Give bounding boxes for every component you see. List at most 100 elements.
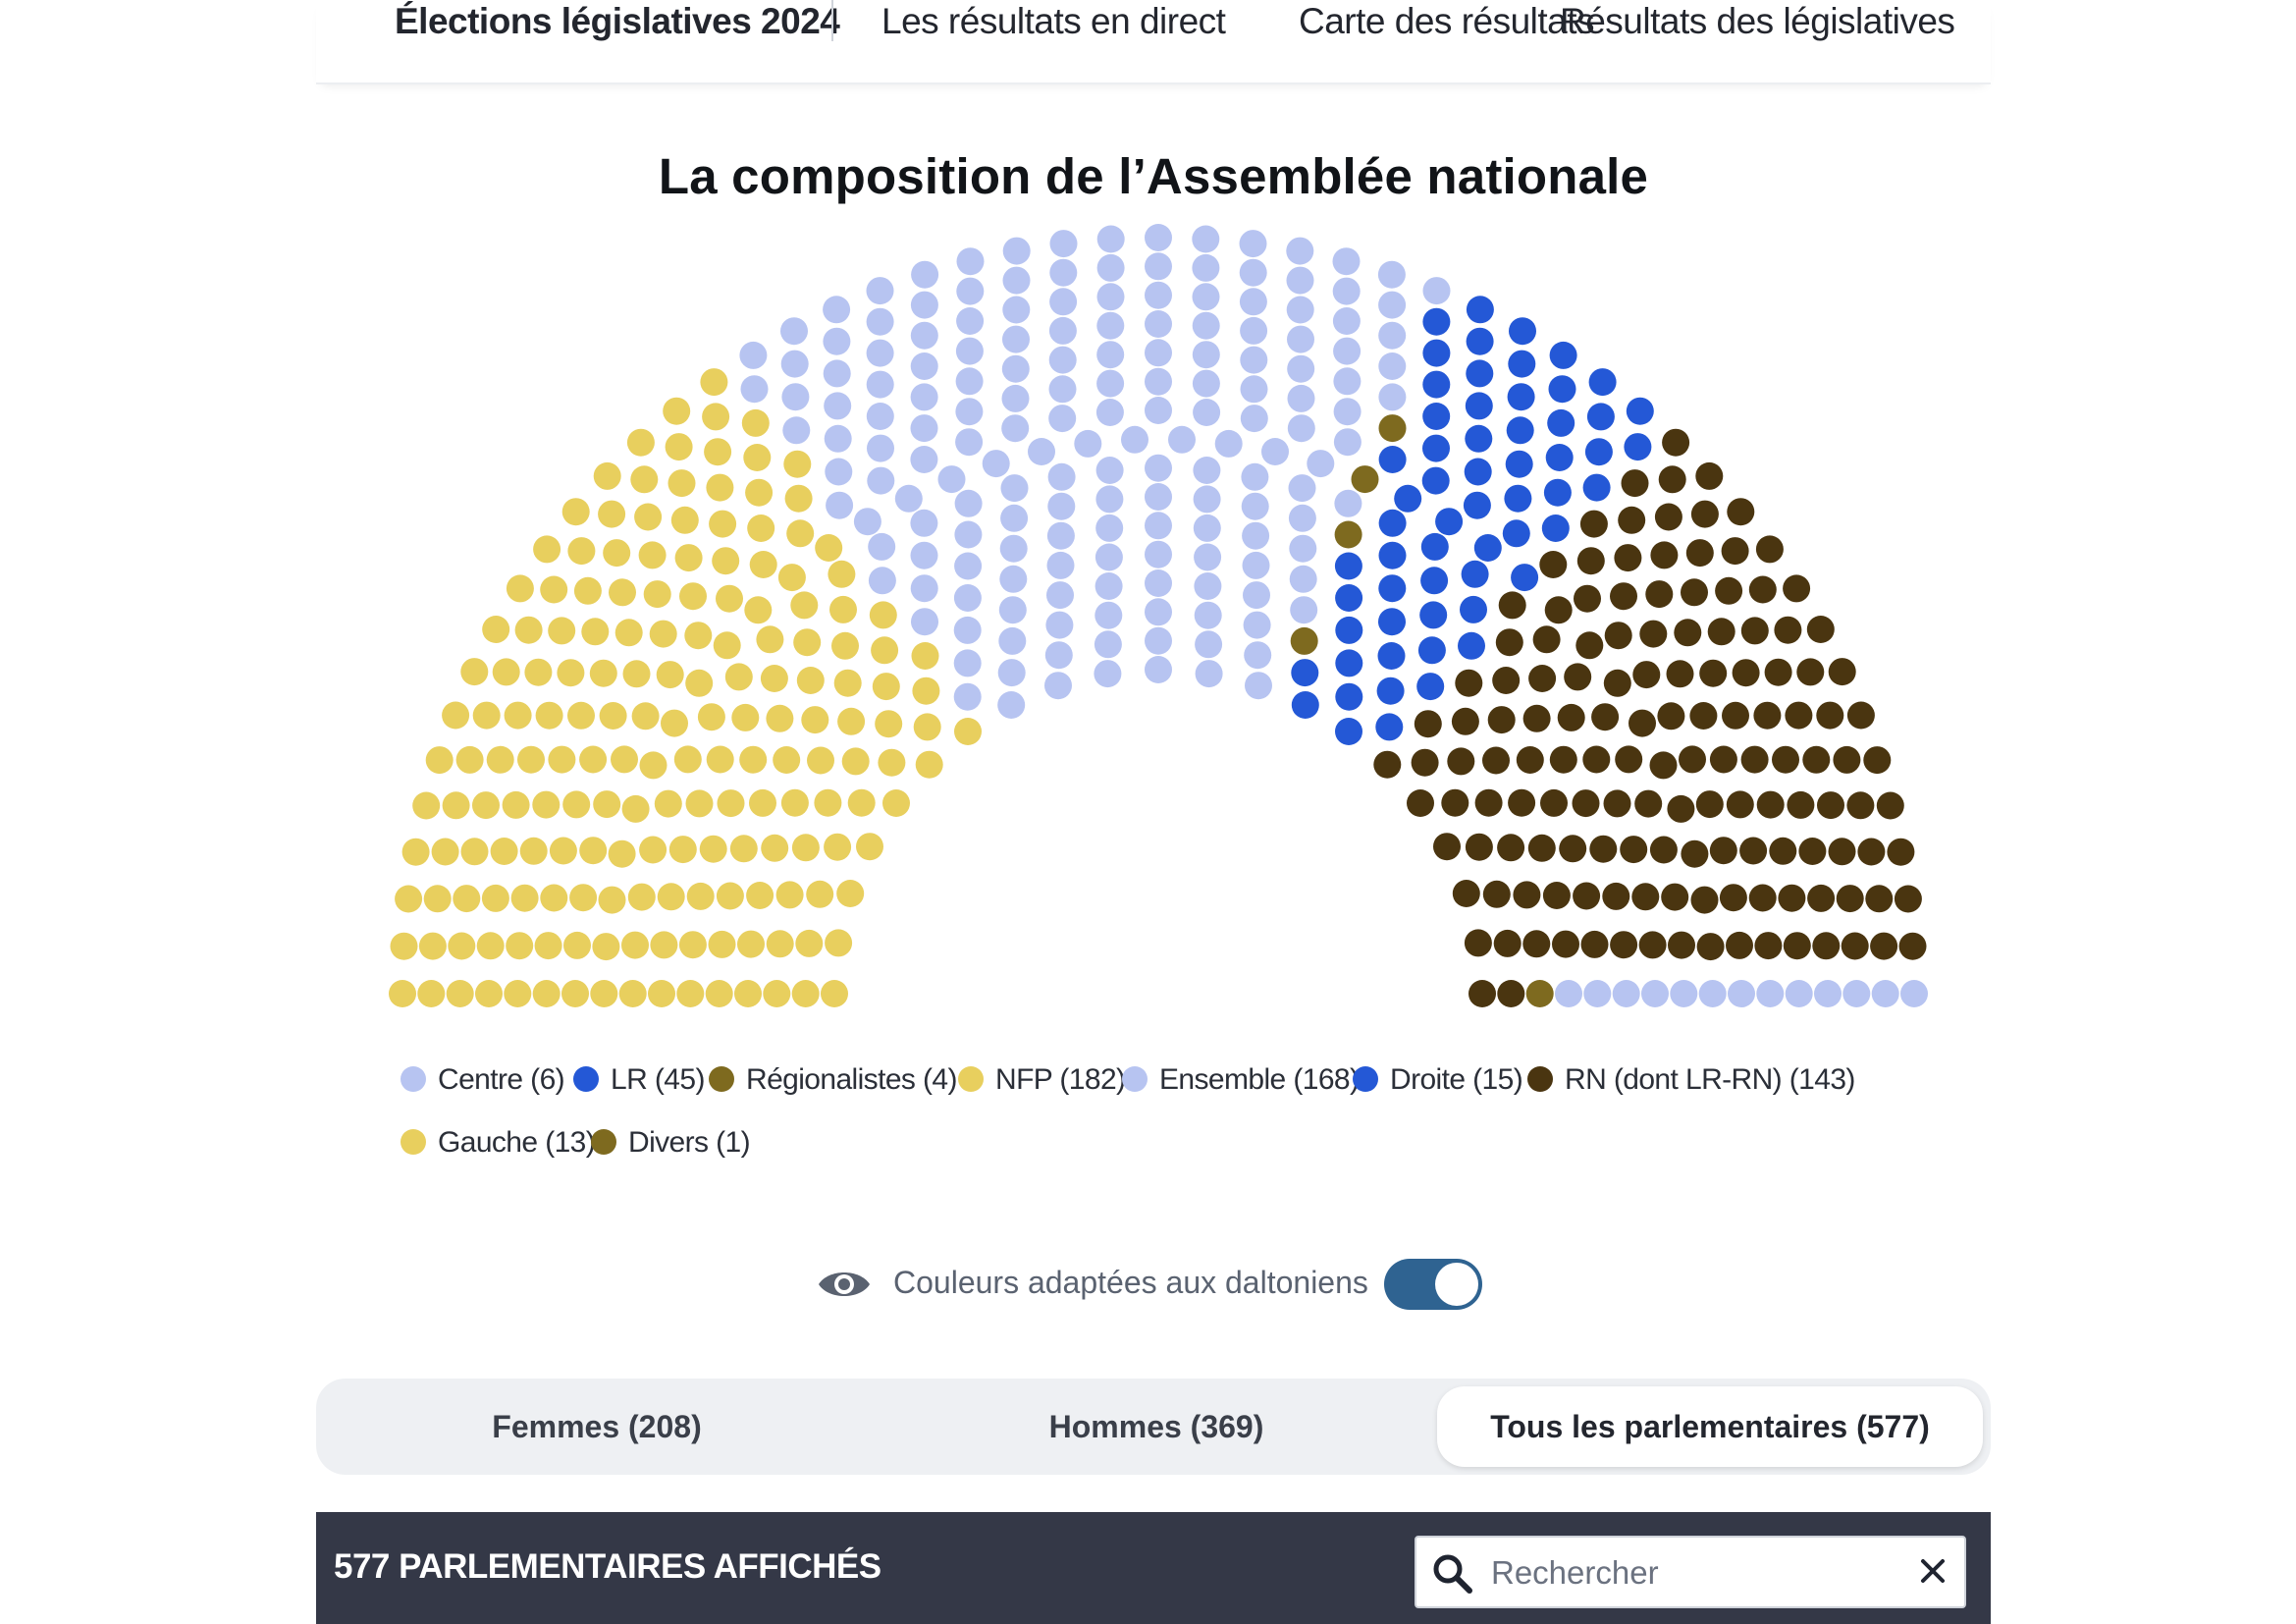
seat-dot[interactable] [1095,485,1124,514]
seat-dot[interactable] [709,510,737,538]
legend-item[interactable]: Divers (1) [591,1123,751,1163]
seat-dot[interactable] [1049,258,1078,287]
seat-dot[interactable] [1522,930,1551,958]
seat-dot[interactable] [472,791,500,820]
seat-dot[interactable] [955,428,984,457]
seat-dot[interactable] [1001,354,1030,383]
seat-dot[interactable] [1351,465,1379,494]
seat-dot[interactable] [1817,791,1844,820]
seat-dot[interactable] [1726,931,1753,959]
seat-dot[interactable] [654,789,682,818]
seat-dot[interactable] [716,584,743,613]
seat-dot[interactable] [1559,835,1587,863]
seat-dot[interactable] [1289,534,1317,563]
seat-dot[interactable] [998,626,1027,655]
seat-dot[interactable] [729,835,758,863]
seat-dot[interactable] [1695,790,1724,819]
seat-dot[interactable] [598,500,626,528]
seat-dot[interactable] [1095,514,1124,542]
seat-dot[interactable] [912,677,940,705]
legend-item[interactable]: Droite (15) [1353,1060,1523,1100]
seat-dot[interactable] [1463,491,1491,519]
seat-dot[interactable] [670,506,699,534]
seat-dot[interactable] [824,833,852,861]
seat-dot[interactable] [1798,838,1827,865]
seat-dot[interactable] [871,636,899,665]
seat-dot[interactable] [823,296,851,324]
seat-dot[interactable] [1807,884,1836,912]
seat-dot[interactable] [1508,788,1536,817]
seat-dot[interactable] [1195,630,1223,659]
seat-dot[interactable] [1466,296,1494,324]
seat-dot[interactable] [1461,560,1489,588]
seat-dot[interactable] [1574,584,1601,613]
seat-dot[interactable] [734,980,762,1007]
seat-dot[interactable] [562,790,591,819]
seat-dot[interactable] [999,565,1028,593]
seat-dot[interactable] [866,370,894,399]
seat-dot[interactable] [740,375,769,404]
seat-dot[interactable] [1582,745,1611,774]
seat-dot[interactable] [1192,283,1220,311]
seat-dot[interactable] [1464,458,1492,486]
legend-item[interactable]: Ensemble (168) [1122,1060,1360,1100]
seat-dot[interactable] [706,473,734,502]
seat-dot[interactable] [1473,534,1502,562]
seat-dot[interactable] [1192,311,1220,340]
seat-dot[interactable] [1638,931,1667,959]
seat-dot[interactable] [1828,838,1856,866]
seat-dot[interactable] [1455,669,1483,697]
seat-dot[interactable] [1900,980,1928,1007]
seat-dot[interactable] [1378,541,1407,569]
seat-dot[interactable] [1573,882,1601,910]
seat-dot[interactable] [1468,980,1496,1007]
seat-dot[interactable] [1095,572,1123,600]
nav-link-results[interactable]: Résultats des législatives [1560,1,1955,41]
seat-dot[interactable] [1588,368,1617,397]
seat-dot[interactable] [1618,506,1646,534]
seat-dot[interactable] [1649,836,1678,864]
seat-dot[interactable] [1657,702,1685,731]
seat-dot[interactable] [621,794,650,823]
seat-dot[interactable] [825,458,853,486]
seat-dot[interactable] [1727,498,1755,526]
seat-dot[interactable] [1755,535,1784,564]
seat-dot[interactable] [1194,543,1222,571]
seat-dot[interactable] [1291,691,1319,719]
seat-dot[interactable] [1242,521,1270,550]
seat-dot[interactable] [1286,296,1314,324]
seat-dot[interactable] [823,327,851,355]
seat-dot[interactable] [1074,429,1102,458]
seat-dot[interactable] [1542,882,1571,909]
seat-dot[interactable] [673,745,702,774]
legend-item[interactable]: Gauche (13) [400,1123,596,1163]
seat-dot[interactable] [1422,339,1451,367]
seat-dot[interactable] [1816,701,1844,730]
seat-dot[interactable] [955,337,984,365]
seat-dot[interactable] [1505,450,1533,478]
seat-dot[interactable] [791,980,820,1007]
seat-dot[interactable] [417,980,446,1007]
seat-dot[interactable] [1507,383,1535,411]
seat-dot[interactable] [1582,473,1611,502]
seat-dot[interactable] [841,747,870,776]
seat-dot[interactable] [1002,325,1030,353]
seat-dot[interactable] [1634,789,1663,818]
seat-dot[interactable] [1498,591,1526,620]
seat-dot[interactable] [1783,574,1811,603]
seat-dot[interactable] [492,658,520,686]
seat-dot[interactable] [1602,882,1630,910]
seat-dot[interactable] [1378,446,1407,473]
seat-dot[interactable] [1658,465,1686,494]
seat-dot[interactable] [548,745,576,774]
seat-dot[interactable] [866,403,894,430]
seat-dot[interactable] [446,980,474,1007]
seat-dot[interactable] [1572,789,1600,818]
seat-dot[interactable] [1194,601,1222,629]
seat-dot[interactable] [1557,703,1585,731]
seat-dot[interactable] [482,616,510,643]
seat-dot[interactable] [1589,835,1618,863]
seat-dot[interactable] [1239,258,1267,287]
seat-dot[interactable] [1679,745,1706,774]
seat-dot[interactable] [700,368,728,397]
